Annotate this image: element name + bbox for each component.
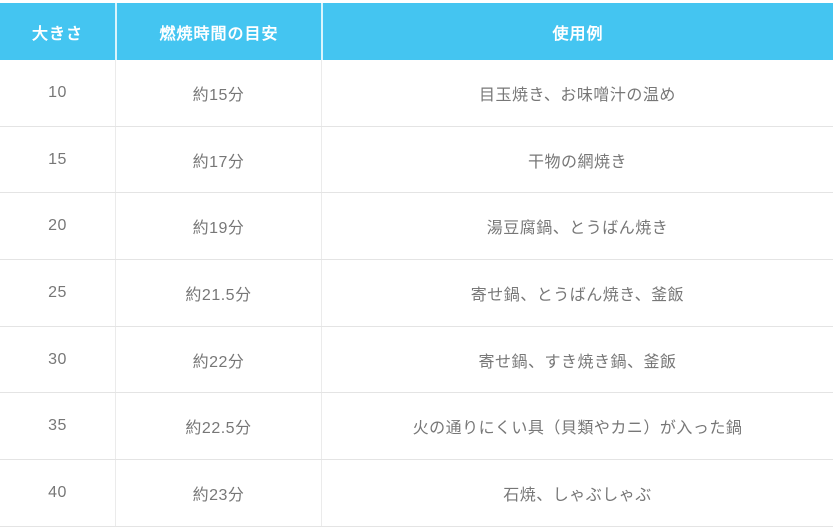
burn-time-table: 大きさ 燃焼時間の目安 使用例 10 約15分 目玉焼き、お味噌汁の温め 15 … <box>0 3 833 527</box>
table-row: 15 約17分 干物の網焼き <box>0 126 833 194</box>
cell-size: 15 <box>48 150 67 168</box>
table-row: 25 約21.5分 寄せ鍋、とうばん焼き、釜飯 <box>0 260 833 327</box>
cell-burn-time: 約17分 <box>115 126 321 193</box>
cell-size: 35 <box>48 417 67 435</box>
cell-size: 30 <box>48 350 67 368</box>
cell-size: 25 <box>48 283 67 301</box>
cell-usage: 火の通りにくい具（貝類やカニ）が入った鍋 <box>321 393 833 460</box>
cell-usage: 干物の網焼き <box>321 126 833 193</box>
table-row: 10 約15分 目玉焼き、お味噌汁の温め <box>0 60 833 127</box>
cell-usage: 湯豆腐鍋、とうばん焼き <box>321 193 833 260</box>
cell-size: 40 <box>48 483 67 501</box>
cell-burn-time: 約23分 <box>115 460 321 526</box>
cell-size: 10 <box>48 83 67 101</box>
cell-burn-time: 約22.5分 <box>115 393 321 460</box>
header-burn-time: 燃焼時間の目安 <box>115 3 321 60</box>
table-row: 30 約22分 寄せ鍋、すき焼き鍋、釜飯 <box>0 326 833 394</box>
table-header-row: 大きさ 燃焼時間の目安 使用例 <box>0 3 833 60</box>
cell-burn-time: 約21.5分 <box>115 260 321 326</box>
cell-burn-time: 約22分 <box>115 326 321 393</box>
table-row: 35 約22.5分 火の通りにくい具（貝類やカニ）が入った鍋 <box>0 393 833 461</box>
cell-burn-time: 約19分 <box>115 193 321 260</box>
table-row: 20 約19分 湯豆腐鍋、とうばん焼き <box>0 193 833 261</box>
cell-usage: 石焼、しゃぶしゃぶ <box>321 460 833 526</box>
header-size: 大きさ <box>31 25 83 43</box>
cell-usage: 寄せ鍋、とうばん焼き、釜飯 <box>321 260 833 326</box>
table-row: 40 約23分 石焼、しゃぶしゃぶ <box>0 460 833 527</box>
header-usage: 使用例 <box>321 3 833 60</box>
cell-usage: 寄せ鍋、すき焼き鍋、釜飯 <box>321 326 833 393</box>
cell-size: 20 <box>48 217 67 235</box>
cell-burn-time: 約15分 <box>115 60 321 126</box>
cell-usage: 目玉焼き、お味噌汁の温め <box>321 60 833 126</box>
